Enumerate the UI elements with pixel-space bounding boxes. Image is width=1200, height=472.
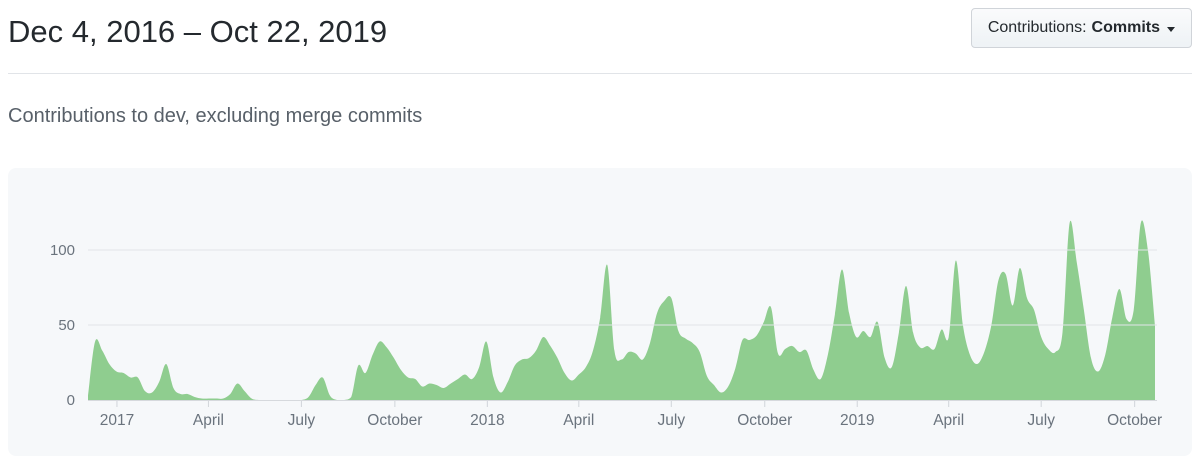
page-header: Dec 4, 2016 – Oct 22, 2019 (8, 0, 1192, 74)
x-tick-label: April (193, 412, 224, 429)
x-tick-label: October (737, 412, 792, 429)
x-tick-label: 2018 (470, 412, 504, 429)
chart-subtitle: Contributions to dev, excluding merge co… (8, 105, 423, 127)
x-tick-label: October (367, 412, 422, 429)
date-range-title: Dec 4, 2016 – Oct 22, 2019 (8, 14, 388, 49)
contributions-chart-card: 0 50 100 2017 April July October 2018 April July O… (8, 168, 1192, 456)
x-tick-label: July (288, 412, 316, 429)
contributors-page: Dec 4, 2016 – Oct 22, 2019 Contributions… (8, 0, 1192, 456)
x-tick-label: 2017 (100, 412, 134, 429)
x-tick-label: July (1027, 412, 1055, 429)
contributions-area-chart[interactable]: 0 50 100 2017 April July October 2018 April July O… (8, 168, 1192, 456)
x-tick-label: October (1107, 412, 1162, 429)
x-tick-label: July (658, 412, 686, 429)
filter-button-value: Commits (1091, 19, 1160, 36)
commits-area-series (88, 220, 1155, 400)
filter-button-prefix: Contributions: (987, 19, 1087, 36)
x-tick-label: 2019 (840, 412, 874, 429)
y-tick-label: 100 (50, 242, 75, 259)
triangle-down-icon (1167, 26, 1175, 32)
x-tick-label: April (563, 412, 594, 429)
x-tick-label: April (933, 412, 964, 429)
contributions-filter-button[interactable]: Contributions: Commits (970, 8, 1192, 48)
y-tick-label: 50 (58, 317, 75, 334)
y-tick-label: 0 (67, 392, 75, 409)
